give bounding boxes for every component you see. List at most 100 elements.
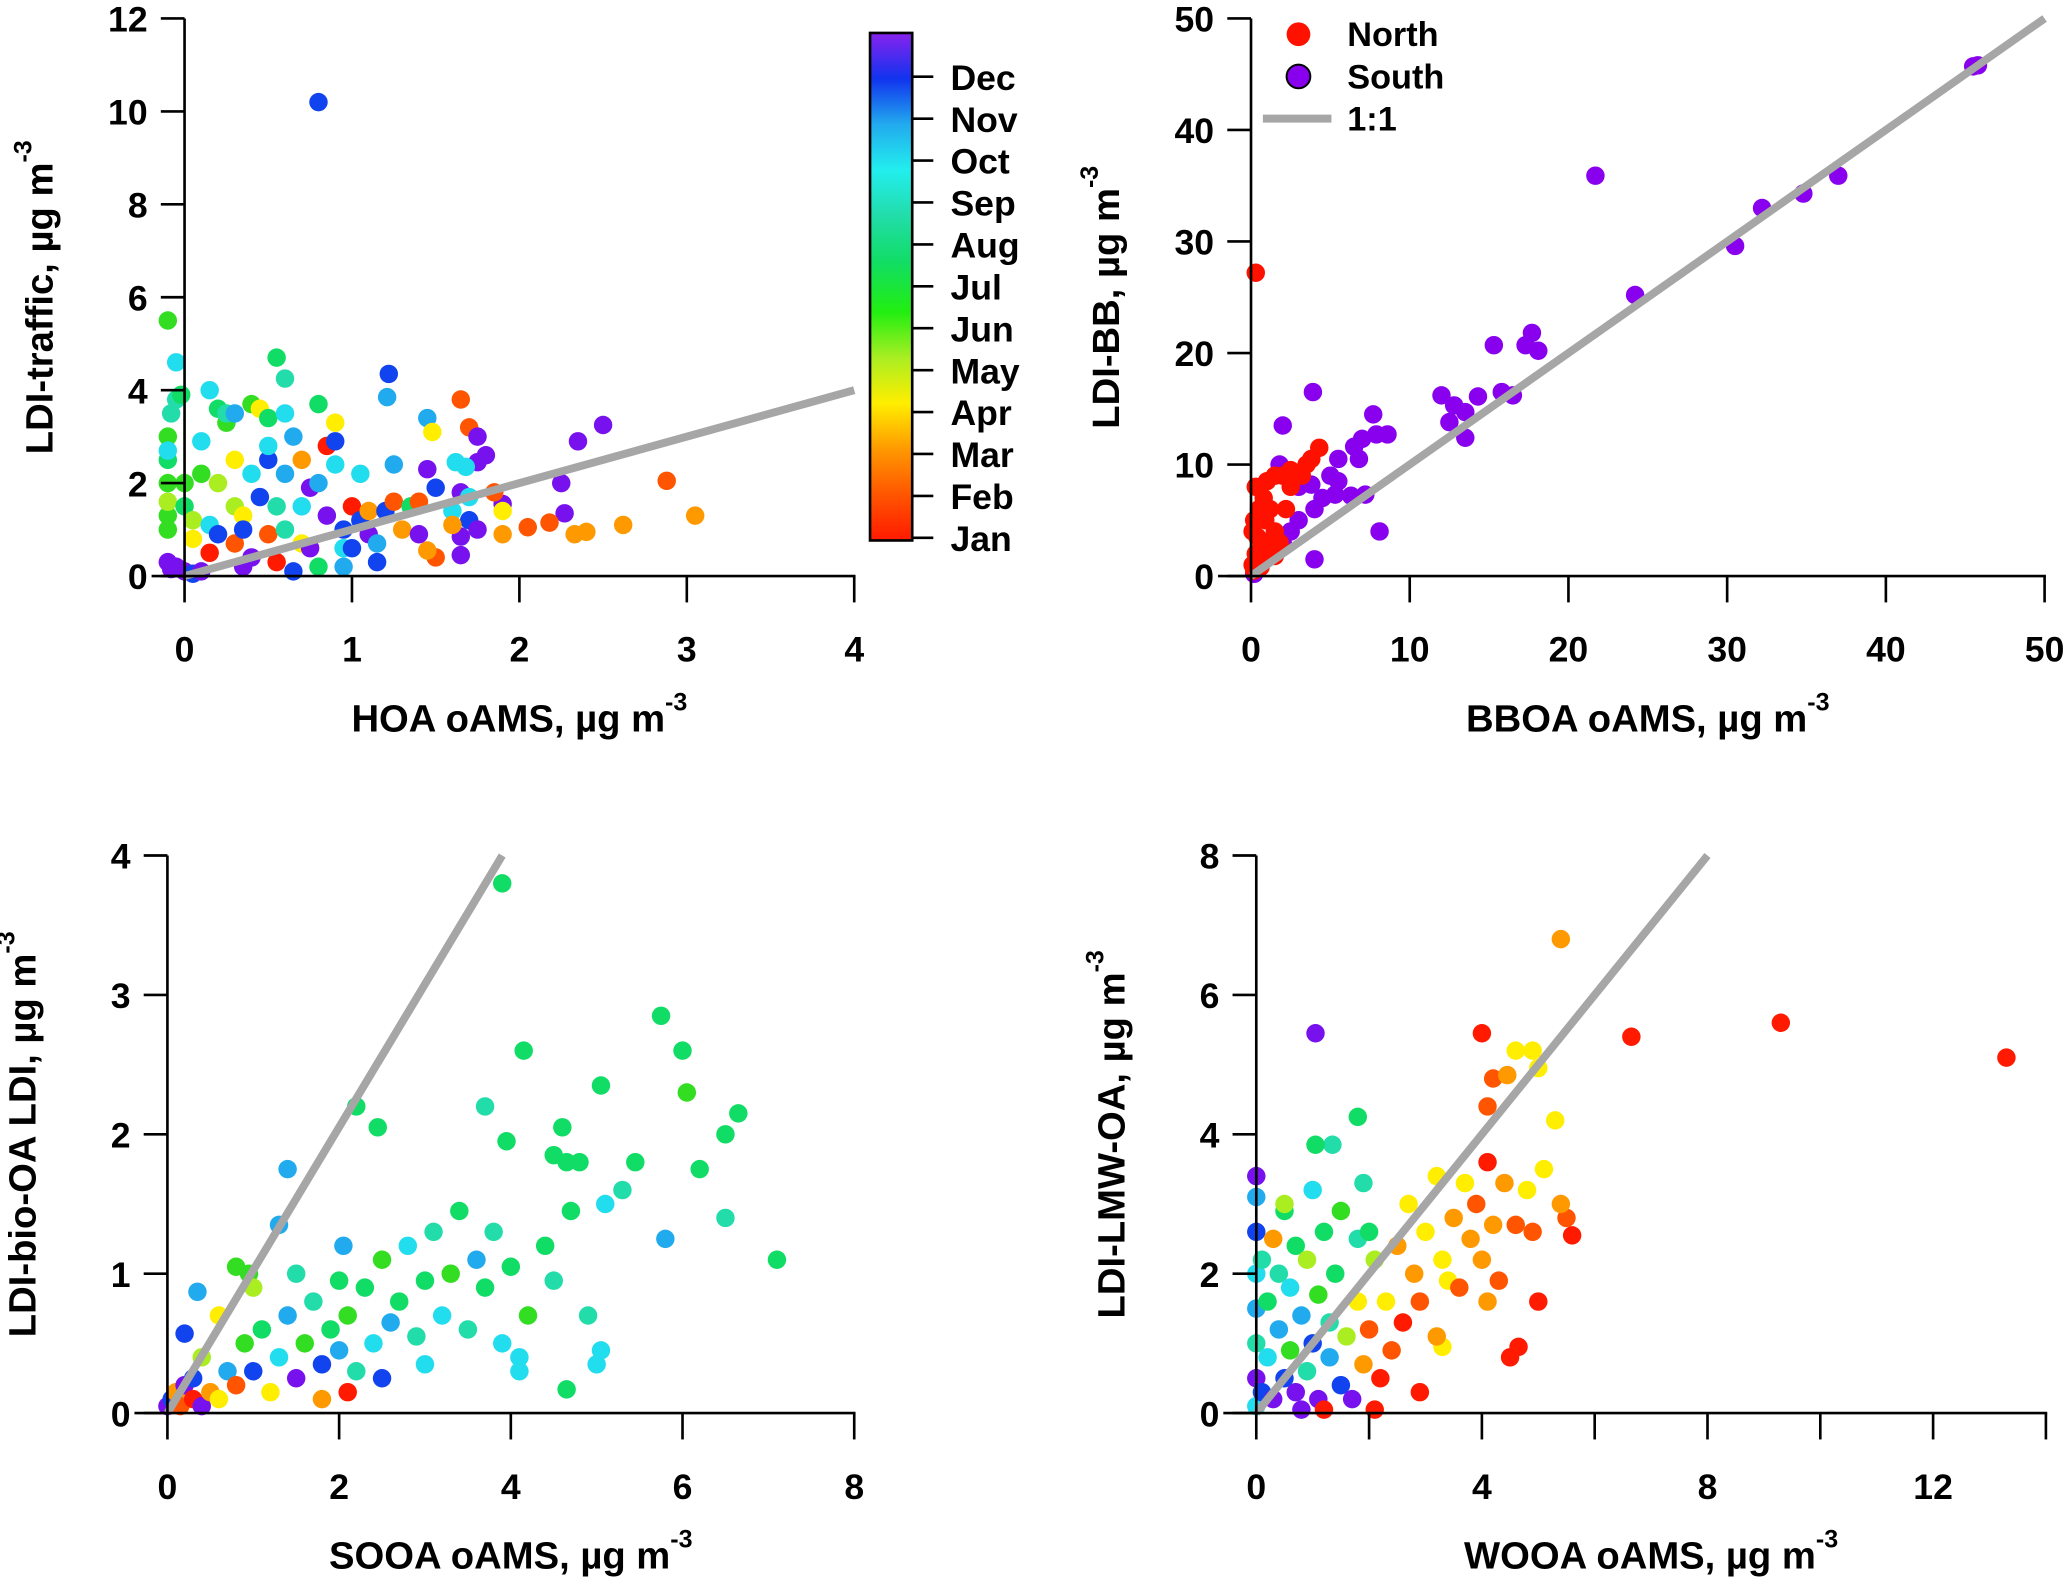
- data-point: [418, 541, 437, 560]
- data-point: [275, 520, 295, 539]
- y-axis-label: LDI-LMW-OA, µg m-3: [1081, 950, 1133, 1318]
- data-point: [690, 1159, 709, 1179]
- data-point: [493, 524, 512, 544]
- data-point: [235, 1334, 254, 1353]
- data-point: [284, 427, 303, 446]
- y-tick-label: 0: [128, 557, 148, 597]
- data-point: [651, 1006, 671, 1026]
- data-point: [1314, 1222, 1334, 1242]
- data-point: [1292, 1400, 1311, 1419]
- data-point: [1382, 1341, 1401, 1360]
- y-tick-label: 8: [1200, 837, 1220, 877]
- one-to-one-line: [1253, 853, 1711, 1416]
- data-point: [1348, 1107, 1368, 1127]
- y-tick-label: 50: [1175, 0, 1215, 40]
- data-point: [267, 552, 286, 572]
- data-point: [1337, 1327, 1356, 1346]
- y-tick-label: 3: [111, 976, 131, 1016]
- data-point: [423, 422, 442, 442]
- y-axis-label: LDI-BB, µg m-3: [1076, 166, 1128, 429]
- data-point: [1455, 1173, 1475, 1193]
- data-point: [359, 501, 378, 521]
- data-point-south: [1468, 387, 1488, 406]
- data-point: [1450, 1278, 1469, 1297]
- data-point-north: [1276, 499, 1296, 519]
- data-point: [208, 524, 228, 544]
- colorbar-label: Jul: [950, 267, 1001, 307]
- data-point: [321, 1320, 340, 1339]
- data-point: [1506, 1041, 1525, 1060]
- data-point: [326, 413, 345, 432]
- data-point: [1404, 1264, 1424, 1283]
- data-point: [1478, 1097, 1497, 1116]
- data-point: [226, 1257, 246, 1276]
- data-point-north: [1248, 527, 1267, 547]
- data-point: [657, 471, 676, 491]
- data-point: [1410, 1382, 1430, 1402]
- data-point: [367, 534, 387, 553]
- data-point: [267, 497, 286, 516]
- data-point: [1771, 1013, 1791, 1033]
- data-point: [432, 1306, 452, 1325]
- data-point: [338, 1382, 357, 1402]
- data-point: [161, 404, 181, 423]
- data-point: [259, 450, 278, 470]
- data-point: [1331, 1375, 1351, 1395]
- data-point: [518, 1306, 538, 1325]
- data-point: [200, 380, 219, 400]
- colorbar-label: Jun: [950, 309, 1013, 349]
- one-to-one-line: [164, 853, 506, 1416]
- data-point: [1297, 1250, 1317, 1269]
- data-point-south: [1586, 166, 1605, 185]
- data-point: [591, 1076, 611, 1095]
- x-axis-label-superscript: -3: [1807, 689, 1829, 717]
- data-point-south: [1329, 449, 1348, 469]
- data-point: [218, 1362, 237, 1381]
- data-point: [1359, 1222, 1379, 1242]
- data-point: [209, 1389, 229, 1409]
- data-point: [372, 1369, 392, 1388]
- data-point: [364, 1334, 383, 1353]
- data-point: [1483, 1215, 1503, 1235]
- data-point: [1309, 1285, 1328, 1304]
- x-tick-label: 50: [2025, 630, 2065, 670]
- x-axis-label-superscript: -3: [665, 689, 687, 717]
- data-point: [275, 369, 295, 388]
- data-point: [384, 492, 404, 511]
- data-point: [192, 432, 211, 451]
- data-point: [716, 1208, 735, 1228]
- data-point: [1498, 1065, 1517, 1085]
- data-point: [351, 464, 370, 484]
- data-point: [1472, 1024, 1492, 1043]
- data-point: [415, 1271, 435, 1290]
- colorbar-label: Aug: [950, 226, 1019, 266]
- x-tick-label: 40: [1866, 630, 1906, 670]
- data-point: [312, 1389, 332, 1409]
- data-point: [1506, 1215, 1525, 1235]
- y-axis-label-text: LDI-BB, µg m: [1085, 188, 1128, 429]
- points: [158, 874, 787, 1416]
- data-point: [514, 1041, 533, 1060]
- data-point: [278, 1306, 297, 1325]
- data-point: [458, 1320, 478, 1339]
- data-point: [309, 92, 328, 112]
- data-point: [467, 1250, 486, 1269]
- x-tick-label: 4: [501, 1467, 521, 1507]
- data-point: [1258, 1292, 1277, 1311]
- data-point: [1280, 1341, 1300, 1360]
- data-point: [656, 1229, 675, 1249]
- x-axis-label-superscript: -3: [1816, 1526, 1838, 1554]
- data-point: [309, 557, 328, 576]
- data-point: [1280, 1278, 1300, 1297]
- data-point: [275, 404, 295, 423]
- data-point-south: [1367, 425, 1386, 444]
- colorbar-label: Oct: [950, 142, 1009, 182]
- data-point: [309, 394, 328, 414]
- data-point: [484, 1222, 503, 1242]
- one-to-one-line: [1248, 15, 2047, 580]
- data-point: [1523, 1041, 1542, 1060]
- y-axis-label-superscript: -3: [1076, 166, 1104, 188]
- x-tick-label: 0: [1246, 1467, 1266, 1507]
